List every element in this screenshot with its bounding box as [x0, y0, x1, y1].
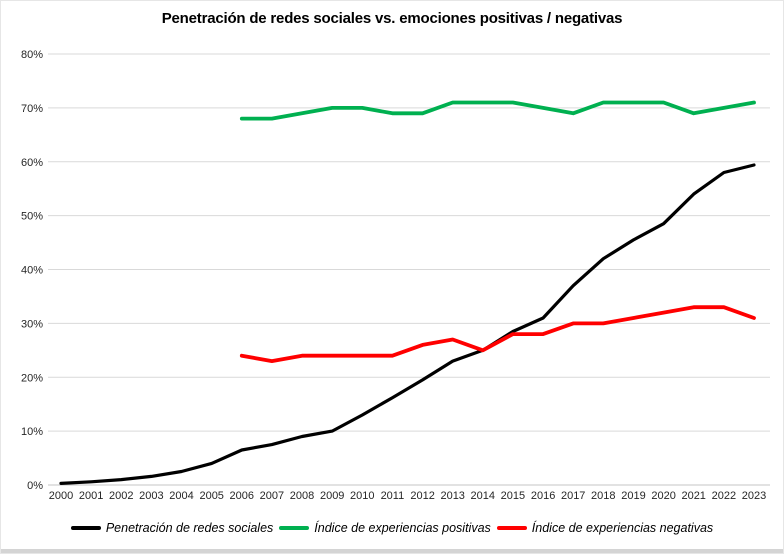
legend-label-penetracion: Penetración de redes sociales	[105, 521, 274, 535]
x-axis-tick-label: 2015	[501, 490, 525, 502]
x-axis-tick-label: 2017	[561, 490, 585, 502]
legend-line-swatch-black	[70, 526, 101, 530]
y-axis-tick-label: 30%	[21, 318, 43, 330]
x-axis-tick-label: 2003	[139, 490, 163, 502]
x-axis-tick-label: 2006	[230, 490, 254, 502]
series-line-0	[59, 163, 756, 485]
x-axis-tick-label: 2008	[290, 490, 314, 502]
legend-item-penetracion-redes-sociales: Penetración de redes sociales	[70, 521, 274, 535]
chart-legend: Penetración de redes sociales Índice de …	[1, 521, 783, 535]
x-axis-tick-label: 2020	[651, 490, 675, 502]
x-axis-tick-label: 2021	[681, 490, 705, 502]
legend-label-negativas: Índice de experiencias negativas	[531, 521, 714, 535]
x-axis-tick-label: 2010	[350, 490, 374, 502]
y-axis-tick-label: 60%	[21, 157, 43, 169]
x-axis-tick-label: 2012	[410, 490, 434, 502]
legend-item-experiencias-positivas: Índice de experiencias positivas	[279, 521, 491, 535]
x-axis-tick-label: 2016	[531, 490, 555, 502]
x-axis-tick-label: 2013	[440, 490, 464, 502]
x-axis-tick-label: 2002	[109, 490, 133, 502]
x-axis-tick-label: 2022	[712, 490, 736, 502]
y-axis-tick-label: 0%	[27, 480, 43, 492]
x-axis-tick-label: 2023	[742, 490, 766, 502]
legend-line-swatch-green	[279, 526, 310, 530]
x-axis-tick-label: 2014	[471, 490, 495, 502]
series-line-1	[239, 100, 756, 121]
window-bottom-bar	[1, 549, 783, 553]
chart-title: Penetración de redes sociales vs. emocio…	[161, 10, 623, 27]
legend-line-swatch-red	[496, 526, 527, 530]
y-axis-tick-label: 70%	[21, 103, 43, 115]
y-axis-tick-label: 40%	[21, 265, 43, 277]
x-axis-tick-label: 2011	[381, 490, 405, 502]
x-axis-tick-label: 2009	[320, 490, 344, 502]
y-axis-tick-label: 20%	[21, 372, 43, 384]
x-axis-tick-label: 2001	[79, 490, 103, 502]
x-axis-tick-label: 2007	[260, 490, 284, 502]
x-axis-tick-label: 2019	[621, 490, 645, 502]
x-axis-tick-label: 2004	[169, 490, 193, 502]
legend-item-experiencias-negativas: Índice de experiencias negativas	[496, 521, 714, 535]
y-axis-tick-label: 10%	[21, 426, 43, 438]
x-axis-tick-label: 2018	[591, 490, 615, 502]
y-axis-tick-label: 80%	[21, 49, 43, 61]
y-axis-tick-label: 50%	[21, 211, 43, 223]
x-axis-tick-label: 2000	[49, 490, 73, 502]
series-line-2	[239, 305, 756, 364]
x-axis-tick-label: 2005	[199, 490, 223, 502]
legend-label-positivas: Índice de experiencias positivas	[314, 521, 491, 535]
